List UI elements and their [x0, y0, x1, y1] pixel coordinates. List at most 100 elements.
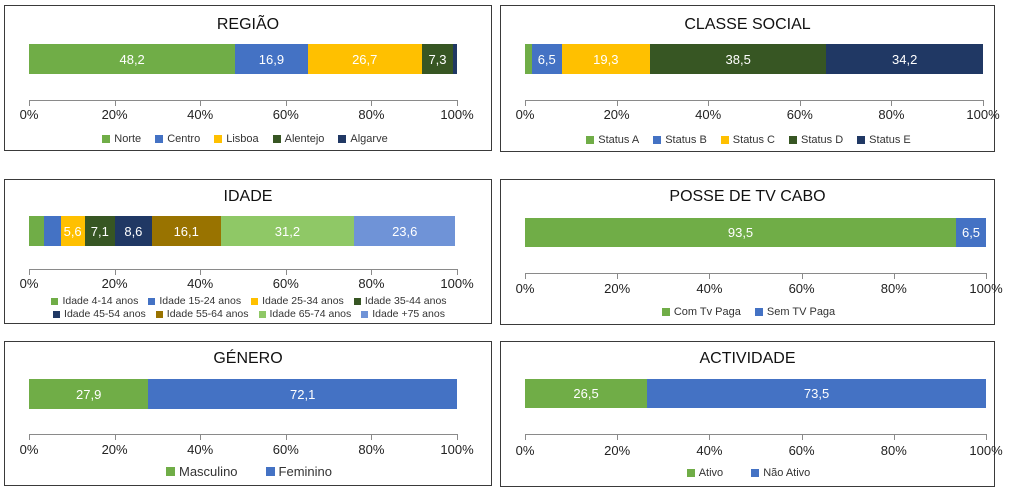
- genero-x-tick-5: [457, 434, 458, 440]
- actividade-x-tick-0: [525, 434, 526, 440]
- tvcabo-legend-label-0: Com Tv Paga: [673, 306, 741, 318]
- classe-bar-segment-4: 34,2: [826, 44, 983, 74]
- genero-legend-label-1: Feminino: [278, 464, 332, 479]
- regiao-legend-label-2: Lisboa: [226, 133, 259, 145]
- idade-x-tick-0: [29, 269, 30, 275]
- classe-legend-label-0: Status A: [598, 134, 640, 146]
- tvcabo-x-tick-label-4: 80%: [880, 281, 907, 296]
- genero-x-tick-label-1: 20%: [101, 442, 128, 457]
- classe-x-axis: [525, 100, 983, 101]
- classe-x-tick-label-2: 40%: [695, 107, 722, 122]
- tvcabo-x-tick-label-5: 100%: [969, 281, 1003, 296]
- regiao-bar-segment-0: 48,2: [29, 44, 236, 74]
- classe-bar-segment-2: 19,3: [561, 44, 651, 74]
- actividade-legend-label-1: Não Ativo: [763, 467, 811, 479]
- actividade-x-tick-3: [801, 434, 803, 440]
- classe-legend-label-2: Status C: [732, 134, 775, 146]
- regiao-bar-segment-3: 7,3: [421, 44, 454, 74]
- idade-legend-label-5: Idade 55-64 anos: [166, 308, 249, 320]
- tvcabo-x-tick-3: [801, 273, 803, 279]
- classe-segment-label-3: 38,5: [725, 51, 751, 67]
- regiao-legend-swatch-1: [155, 135, 164, 143]
- regiao-legend-item-1: Centro: [155, 133, 200, 145]
- idade-x-tick-label-2: 40%: [187, 276, 214, 291]
- genero-legend-swatch-1: [265, 467, 275, 476]
- actividade-x-tick-1: [617, 434, 619, 440]
- classe-x-tick-label-0: 0%: [515, 107, 535, 122]
- idade-segment-label-4: 8,6: [124, 223, 143, 239]
- idade-bar-segment-3: 7,1: [84, 216, 115, 246]
- classe-legend-item-0: Status A: [586, 134, 639, 146]
- classe-x-tick-2: [708, 100, 710, 106]
- genero-chart-panel: GÉNERO 27,9 72,1 0% 20% 40% 60% 80% 100% Masculin…: [4, 341, 492, 486]
- classe-x-tick-5: [983, 100, 984, 106]
- actividade-x-tick-4: [893, 434, 895, 440]
- tvcabo-segment-label-1: 6,5: [961, 225, 981, 240]
- regiao-legend-label-3: Alentejo: [284, 133, 325, 145]
- idade-x-tick-label-0: 0%: [19, 276, 39, 291]
- tvcabo-x-tick-4: [893, 273, 895, 279]
- idade-x-tick-label-5: 100%: [440, 276, 474, 291]
- regiao-stacked-bar: 48,2 16,9 26,7 7,3: [29, 44, 457, 74]
- classe-legend-item-1: Status B: [653, 134, 707, 146]
- idade-legend-label-6: Idade 65-74 anos: [269, 308, 352, 320]
- actividade-x-tick-2: [709, 434, 711, 440]
- idade-x-tick-3: [285, 269, 287, 275]
- regiao-x-tick-3: [285, 100, 287, 106]
- actividade-x-tick-label-1: 20%: [604, 443, 631, 458]
- idade-legend-label-0: Idade 4-14 anos: [62, 295, 139, 307]
- idade-legend-swatch-6: [258, 310, 266, 318]
- regiao-x-tick-label-3: 60%: [272, 107, 299, 122]
- idade-legend-swatch-7: [361, 310, 369, 318]
- actividade-legend-swatch-1: [751, 469, 760, 477]
- classe-bar-segment-1: 6,5: [531, 44, 562, 74]
- idade-x-tick-label-3: 60%: [272, 276, 299, 291]
- classe-legend: Status A Status B Status C Status D Status E: [511, 134, 986, 146]
- tvcabo-segment-label-0: 93,5: [727, 225, 754, 240]
- idade-legend-swatch-1: [148, 297, 156, 305]
- actividade-bar-segment-1: 73,5: [647, 379, 986, 408]
- classe-segment-label-1: 6,5: [537, 51, 556, 67]
- genero-x-axis: [29, 434, 457, 435]
- idade-bar-segment-6: 31,2: [220, 216, 355, 246]
- actividade-chart-panel: ACTIVIDADE 26,5 73,5 0% 20% 40% 60% 80% 100% Ativ…: [500, 341, 1003, 487]
- classe-x-tick-1: [616, 100, 618, 106]
- classe-x-tick-label-4: 80%: [878, 107, 905, 122]
- tvcabo-x-tick-label-2: 40%: [696, 281, 723, 296]
- regiao-segment-label-2: 26,7: [352, 51, 378, 67]
- genero-legend-swatch-0: [166, 467, 175, 476]
- idade-x-tick-2: [200, 269, 202, 275]
- regiao-x-tick-4: [371, 100, 373, 106]
- classe-legend-label-1: Status B: [665, 134, 707, 146]
- idade-chart-panel: IDADE 5,6 7,1 8,6 16,1 31,2 23,6 0% 20% 40% 60% 80%…: [4, 179, 492, 324]
- genero-x-tick-4: [371, 434, 373, 440]
- classe-legend-label-4: Status E: [869, 134, 911, 146]
- tvcabo-chart-panel: POSSE DE TV CABO 93,5 6,5 0% 20% 40% 60% 80% 100…: [500, 179, 1003, 325]
- genero-legend-item-1: Feminino: [265, 464, 332, 479]
- genero-bar-segment-1: 72,1: [148, 379, 457, 409]
- idade-legend-swatch-5: [155, 310, 163, 318]
- genero-x-tick-3: [285, 434, 287, 440]
- tvcabo-legend-item-0: Com Tv Paga: [661, 306, 741, 318]
- regiao-legend-swatch-4: [338, 135, 347, 143]
- genero-bar-segment-0: 27,9: [29, 379, 149, 409]
- classe-legend-item-3: Status D: [788, 134, 843, 146]
- regiao-x-tick-label-0: 0%: [19, 107, 39, 122]
- idade-legend-item-5: Idade 55-64 anos: [155, 308, 249, 320]
- actividade-x-tick-label-4: 80%: [880, 443, 907, 458]
- genero-x-tick-0: [29, 434, 30, 440]
- idade-x-axis: [29, 269, 457, 270]
- genero-x-tick-label-5: 100%: [440, 442, 474, 457]
- classe-segment-label-2: 19,3: [593, 51, 619, 67]
- classe-chart-panel: CLASSE SOCIAL 6,5 19,3 38,5 34,2 0% 20% 40% 60% 8…: [500, 5, 1000, 152]
- idade-legend-label-1: Idade 15-24 anos: [159, 295, 242, 307]
- idade-legend-swatch-3: [353, 297, 361, 305]
- idade-bar-segment-2: 5,6: [60, 216, 85, 246]
- idade-segment-label-6: 31,2: [274, 223, 301, 239]
- classe-segment-label-4: 34,2: [892, 51, 918, 67]
- tvcabo-x-tick-label-0: 0%: [515, 281, 535, 296]
- regiao-legend-label-0: Norte: [114, 133, 142, 145]
- regiao-bar-segment-2: 26,7: [307, 44, 422, 74]
- regiao-legend-swatch-0: [102, 135, 111, 143]
- genero-legend-item-0: Masculino: [166, 464, 238, 479]
